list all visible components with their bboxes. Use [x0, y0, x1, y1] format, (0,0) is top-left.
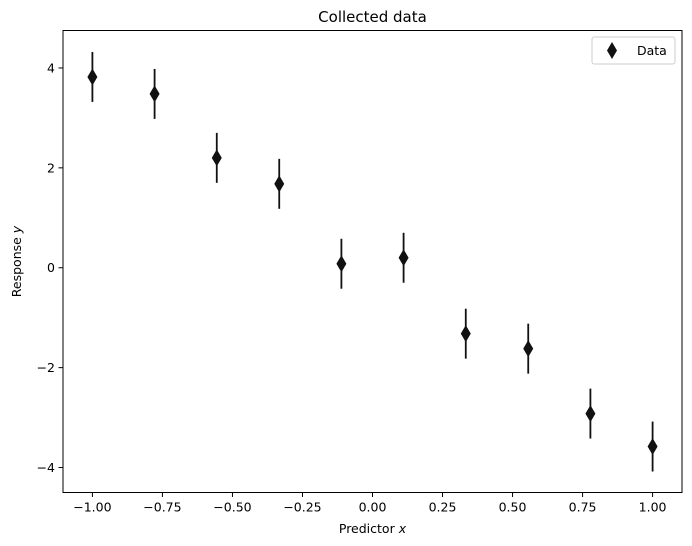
data-point-marker: [336, 255, 347, 273]
x-tick-label: −0.75: [143, 500, 181, 515]
x-axis-label: Predictor x: [339, 521, 407, 536]
legend-label-data: Data: [637, 43, 667, 58]
data-point-marker: [460, 325, 471, 343]
x-tick-label: 1.00: [639, 500, 667, 515]
data-point-marker: [274, 175, 285, 193]
y-tick-label: −4: [37, 460, 55, 475]
y-axis-label-variable: y: [9, 225, 24, 234]
y-tick-label: 2: [47, 160, 55, 175]
data-point-marker: [149, 85, 160, 103]
plot-area-frame: [62, 30, 683, 493]
legend-marker-data: [607, 42, 617, 59]
y-axis-ticks: −4 −2 0 2 4: [37, 60, 63, 475]
x-tick-label: 0.50: [499, 500, 527, 515]
x-tick-label: −0.25: [283, 500, 321, 515]
data-points-layer: [87, 51, 658, 472]
data-point-marker: [647, 438, 658, 456]
x-tick-label: −1.00: [73, 500, 111, 515]
x-axis-ticks: −1.00 −0.75 −0.50 −0.25 0.00 0.25 0.50 0.75 1.00: [73, 492, 667, 515]
y-axis-label: Response y: [9, 225, 24, 297]
x-axis-label-text: Predictor: [339, 521, 396, 536]
y-axis-label-text: Response: [9, 237, 24, 297]
data-point-marker: [211, 149, 222, 167]
legend: Data: [591, 36, 676, 65]
y-tick-label: 0: [47, 260, 55, 275]
data-point-marker: [585, 405, 596, 423]
data-point-marker: [87, 68, 98, 86]
x-tick-label: 0.75: [569, 500, 597, 515]
x-axis-label-variable: x: [398, 521, 407, 536]
data-point-marker: [523, 340, 534, 358]
x-tick-label: 0.25: [429, 500, 457, 515]
x-tick-label: −0.50: [213, 500, 251, 515]
x-tick-label: 0.00: [359, 500, 387, 515]
data-point-marker: [398, 249, 409, 267]
y-tick-label: 4: [47, 60, 55, 75]
y-tick-label: −2: [37, 360, 55, 375]
chart-title: Collected data: [318, 8, 427, 26]
